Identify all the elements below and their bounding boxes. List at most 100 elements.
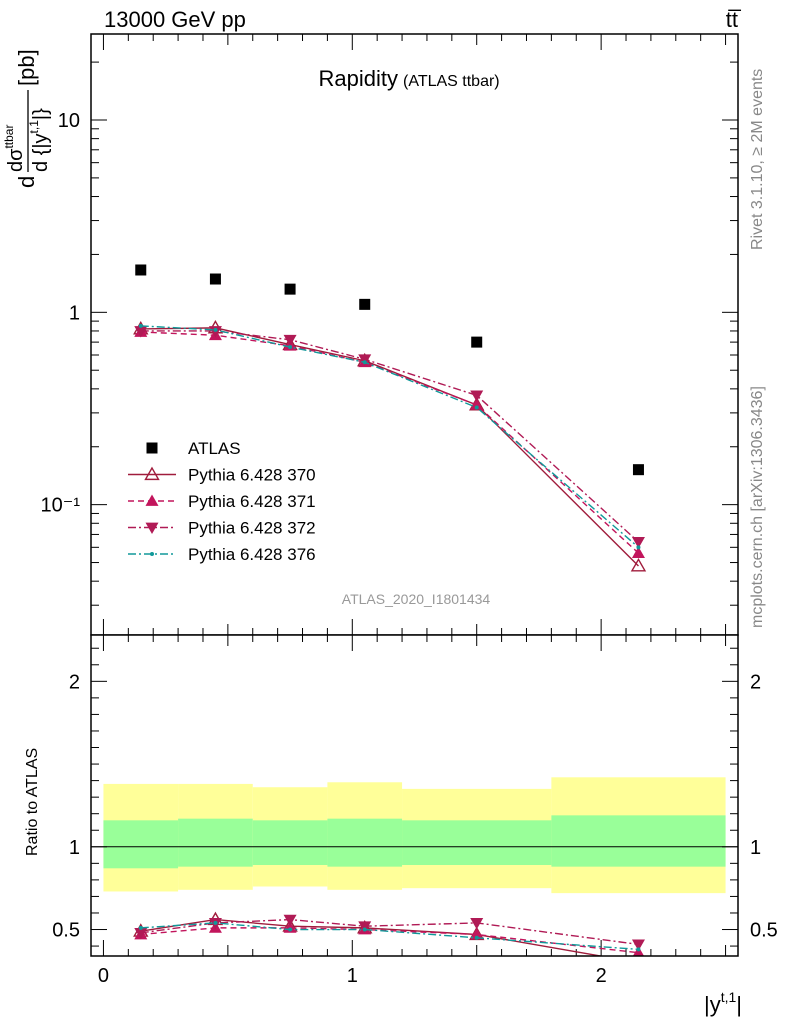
main-data-point [471,336,483,348]
ratio-panel: 0.5 0.5 1 1 2 2 0 1 2 Ratio to ATLAS |yt,1| [24,634,778,1017]
ratio-data-point [636,947,641,952]
plot-subtitle: (ATLAS ttbar) [403,73,500,90]
ratio-band-group [91,777,738,894]
ratio-series-group [133,911,645,956]
main-data-point [209,273,221,285]
ratio-data-point [213,920,218,925]
ratio-ylabel: Ratio to ATLAS [24,748,41,856]
ratio-data-point [362,927,367,932]
ratio-data-point [470,927,484,940]
ratio-y-tick-label-right: 2 [750,671,761,693]
legend-marker [144,466,160,481]
side-label-top: Rivet 3.1.10, ≥ 2M events [749,69,766,250]
main-series-4 [138,323,641,550]
ratio-inner-band [178,818,253,867]
legend-marker [145,522,159,534]
ratio-y-tick-label-left: 2 [69,671,80,693]
main-data-point [474,405,479,410]
legend: ATLAS Pythia 6.428 370 Pythia 6.428 371 Pyt… [128,439,316,564]
ratio-data-point [134,927,148,940]
legend-entry-3: Pythia 6.428 372 [128,519,316,538]
main-data-point [359,298,371,310]
main-data-point [283,334,297,347]
main-data-point [288,345,293,350]
main-data-point [470,398,484,410]
ratio-series-line [140,918,639,946]
ratio-y-tick-label-right: 1 [750,837,761,859]
main-series-line [140,327,639,567]
legend-entry-4: Pythia 6.428 376 [128,545,316,564]
main-data-point [636,545,641,550]
main-data-point [135,264,147,276]
ratio-frame [90,634,739,957]
ratio-y-tick-label-right: 0.5 [750,920,778,942]
xlabel-text: |yt,1| [704,989,742,1017]
main-axis-ticks: 10⁻¹ 1 10 [41,34,738,635]
ratio-series-3 [138,920,641,952]
x-tick-label: 1 [347,965,358,987]
main-frame [90,33,739,636]
main-data-point [134,326,148,338]
main-ylabel-numerator: dσttbar [2,125,27,172]
ratio-inner-band [252,820,328,865]
main-series-line [140,330,639,543]
ratio-data-point [474,935,479,940]
main-data-point [631,537,645,549]
legend-label: ATLAS [188,439,241,458]
ratio-data-point [637,954,640,956]
legend-label: Pythia 6.428 370 [188,466,316,485]
main-data-point [630,558,647,572]
legend-label: Pythia 6.428 372 [188,519,316,538]
main-ylabel-prefix: d [14,176,39,188]
main-data-point [362,360,367,365]
ratio-data-point [283,914,297,927]
x-tick-label: 0 [98,965,109,987]
main-series-3 [134,326,645,549]
ratio-data-point [288,927,293,932]
legend-label: Pythia 6.428 371 [188,492,316,511]
ratio-inner-band [103,820,179,869]
analysis-watermark: ATLAS_2020_I1801434 [342,591,491,607]
main-panel: Rapidity (ATLAS ttbar) ATLAS_2020_I18014… [2,33,739,636]
legend-marker [145,494,159,506]
ratio-data-point [470,918,484,930]
ratio-data-point [138,925,143,930]
main-series-0 [135,264,644,476]
header-left: 13000 GeV pp [104,7,246,32]
main-y-tick-label: 1 [69,302,80,324]
main-series-group [133,264,647,572]
legend-label: Pythia 6.428 376 [188,545,316,564]
ratio-axis-ticks: 0.5 0.5 1 1 2 2 0 1 2 [52,635,778,987]
ratio-data-point [358,921,372,933]
main-y-tick-label: 10 [58,110,80,132]
main-data-point [631,546,645,558]
side-label-bottom: mcplots.cern.ch [arXiv:1306.3436] [749,386,766,628]
ratio-inner-band [402,820,552,865]
ratio-series-line [140,922,639,951]
main-y-tick-label: 10⁻¹ [41,495,81,517]
legend-marker [150,552,154,556]
ratio-y-tick-label-left: 1 [69,837,80,859]
main-data-point [213,327,218,332]
header-right: tt̅ [726,7,742,32]
main-data-point [358,354,372,366]
x-tick-label: 2 [596,965,607,987]
legend-entry-0: ATLAS [146,439,241,458]
main-data-point [470,390,484,402]
x-axis-title: |yt,1| [704,989,742,1017]
plot-title: Rapidity [319,66,398,91]
ratio-inner-band [551,815,726,867]
legend-entry-2: Pythia 6.428 371 [128,492,316,511]
legend-marker [146,442,158,454]
main-ylabel-denominator: d {|yt,1|} [27,108,52,172]
main-data-point [138,323,143,328]
main-ylabel-unit: [pb] [14,49,39,86]
ratio-data-point [631,939,645,951]
ratio-y-tick-label-left: 0.5 [52,920,80,942]
ratio-inner-band [327,818,403,867]
main-series-line [140,331,639,554]
ratio-series-line [140,927,639,954]
main-data-point [632,464,644,476]
legend-entry-1: Pythia 6.428 370 [128,466,316,485]
